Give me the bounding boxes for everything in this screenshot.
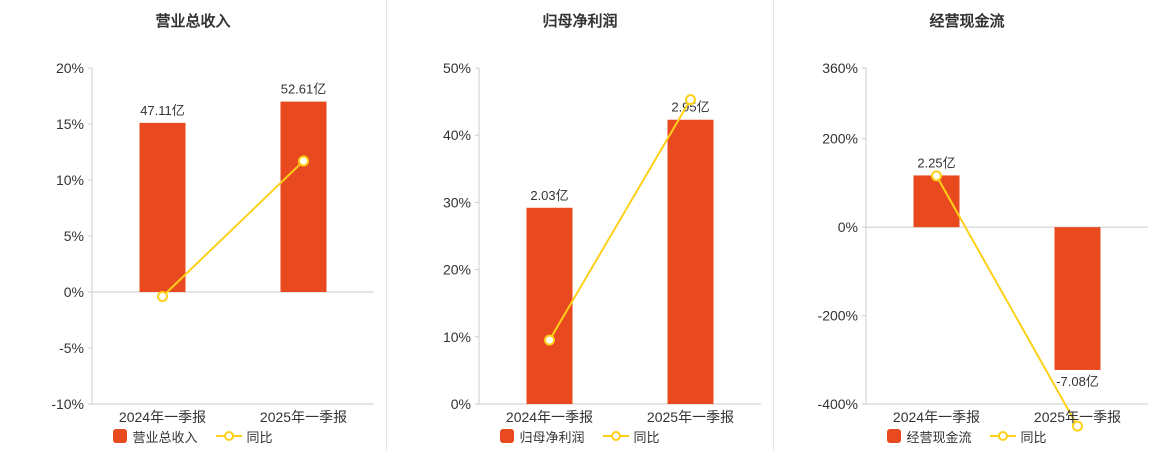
x-category-label: 2024年一季报 [119, 409, 206, 425]
legend-label-yoy: 同比 [1020, 429, 1047, 445]
y-tick-label: -400% [818, 396, 858, 412]
legend-revenue: 营业总收入 同比 [0, 426, 386, 446]
legend-item-revenue-yoy[interactable]: 同比 [215, 427, 273, 446]
yoy-marker [298, 155, 309, 167]
y-tick-label: 15% [56, 116, 84, 132]
y-tick-label: -5% [59, 340, 84, 356]
legend-label-cash-flow: 经营现金流 [906, 429, 972, 445]
bar-value-label: 2.95亿 [671, 100, 709, 115]
x-category-label: 2025年一季报 [260, 409, 347, 425]
legend-label-yoy: 同比 [246, 429, 273, 445]
y-tick-label: 200% [822, 131, 858, 147]
y-tick-label: 20% [443, 262, 471, 278]
chart-panel-cash-flow: 经营现金流 360% 200% 0% -200% -400% 2.25亿 -7.08亿 202… [773, 0, 1160, 450]
x-category-label: 2024年一季报 [893, 409, 980, 425]
legend-label-net-profit: 归母净利润 [519, 429, 585, 445]
legend-net-profit: 归母净利润 同比 [387, 426, 773, 446]
y-tick-label: -200% [818, 308, 858, 324]
y-tick-label: -10% [51, 396, 84, 412]
yoy-line [161, 160, 305, 298]
bar-value-label: 47.11亿 [140, 103, 185, 118]
line-legend-icon [989, 431, 1016, 441]
x-category-label: 2024年一季报 [506, 409, 593, 425]
yoy-marker [157, 290, 168, 302]
yoy-line [548, 99, 692, 341]
chart-title-revenue: 营业总收入 [155, 13, 231, 30]
chart-plot-net-profit: 50% 40% 30% 20% 10% 0% 2.03亿 2.95亿 2024年一季报 2025年… [443, 60, 761, 425]
legend-item-cash-flow-bar[interactable]: 经营现金流 [887, 427, 972, 446]
bar-value-label: 52.61亿 [281, 82, 327, 97]
y-tick-label: 0% [838, 219, 858, 235]
yoy-marker [1072, 420, 1083, 432]
bar-value-label: 2.03亿 [530, 188, 568, 203]
bar-2024年一季报 [526, 207, 573, 404]
chart-plot-revenue: 20% 15% 10% 5% 0% -5% -10% 47.11亿 52.61亿 2024年一季报… [51, 60, 374, 425]
y-tick-label: 5% [64, 228, 84, 244]
y-tick-label: 360% [822, 60, 858, 76]
legend-item-net-profit-yoy[interactable]: 同比 [602, 427, 660, 446]
legend-item-net-profit-bar[interactable]: 归母净利润 [500, 427, 585, 446]
yoy-marker [544, 334, 555, 346]
legend-item-revenue-bar[interactable]: 营业总收入 [113, 427, 198, 446]
x-category-label: 2025年一季报 [647, 409, 734, 425]
legend-label-revenue: 营业总收入 [132, 429, 198, 445]
y-tick-label: 50% [443, 60, 471, 76]
bar-2025年一季报 [280, 101, 327, 292]
bar-2024年一季报 [913, 175, 960, 228]
legend-cash-flow: 经营现金流 同比 [774, 426, 1160, 446]
chart-title-net-profit: 归母净利润 [542, 13, 618, 30]
legend-item-cash-flow-yoy[interactable]: 同比 [989, 427, 1047, 446]
chart-title-cash-flow: 经营现金流 [929, 13, 1005, 30]
line-legend-icon [602, 431, 629, 441]
bar-2024年一季报 [139, 122, 186, 292]
bar-legend-icon [113, 429, 128, 443]
y-tick-label: 20% [56, 60, 84, 76]
bar-2025年一季报 [1054, 227, 1101, 370]
line-legend-icon [215, 431, 242, 441]
y-tick-label: 40% [443, 127, 471, 143]
yoy-marker [931, 170, 942, 182]
bar-legend-icon [500, 429, 515, 443]
y-tick-label: 10% [443, 329, 471, 345]
y-tick-label: 0% [451, 396, 471, 412]
x-category-label: 2025年一季报 [1034, 409, 1121, 425]
legend-label-yoy: 同比 [633, 429, 660, 445]
y-tick-label: 30% [443, 194, 471, 210]
chart-panel-net-profit: 归母净利润 50% 40% 30% 20% 10% 0% 2.03亿 2.95亿 2024年一季… [386, 0, 773, 450]
bar-value-label: -7.08亿 [1056, 374, 1099, 389]
yoy-line [935, 175, 1079, 427]
bar-2025年一季报 [667, 119, 714, 404]
bar-legend-icon [887, 429, 902, 443]
chart-panel-revenue: 营业总收入 20% 15% 10% 5% 0% -5% -10% 47.11亿 52.61亿 20… [0, 0, 386, 450]
y-tick-label: 0% [64, 284, 84, 300]
yoy-marker [685, 94, 696, 106]
chart-plot-cash-flow: 360% 200% 0% -200% -400% 2.25亿 -7.08亿 2024年一季报 2… [818, 60, 1148, 432]
y-tick-label: 10% [56, 172, 84, 188]
bar-value-label: 2.25亿 [917, 155, 955, 170]
